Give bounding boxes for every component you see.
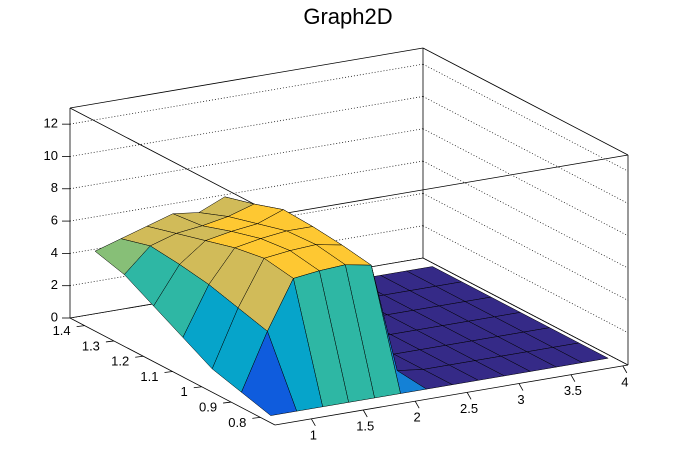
y-tick bbox=[105, 340, 114, 343]
z-tick-label: 4 bbox=[51, 245, 58, 260]
y-tick bbox=[193, 386, 202, 389]
z-tick-label: 8 bbox=[51, 180, 58, 195]
y-tick-label: 0.8 bbox=[228, 415, 246, 430]
x-tick bbox=[570, 374, 576, 382]
box-edge bbox=[69, 107, 276, 216]
chart-title: Graph2D bbox=[303, 4, 392, 29]
grid-line bbox=[422, 225, 629, 334]
box-edge bbox=[422, 47, 629, 156]
x-axis bbox=[274, 364, 629, 426]
x-tick-label: 2 bbox=[414, 410, 421, 425]
grid-line bbox=[422, 128, 629, 237]
z-tick-label: 0 bbox=[51, 309, 58, 324]
grid-line bbox=[422, 193, 629, 301]
y-tick-label: 1.2 bbox=[111, 354, 129, 369]
y-tick bbox=[223, 401, 232, 404]
surface-cell bbox=[241, 330, 298, 416]
x-tick-label: 4 bbox=[621, 374, 628, 389]
x-tick-label: 1 bbox=[310, 427, 317, 442]
x-tick bbox=[466, 392, 472, 400]
z-tick-label: 12 bbox=[44, 116, 58, 131]
box-edge bbox=[69, 47, 424, 109]
x-tick-label: 1.5 bbox=[356, 418, 374, 433]
y-tick-label: 1 bbox=[181, 384, 188, 399]
x-tick-label: 3.5 bbox=[564, 383, 582, 398]
x-tick bbox=[518, 383, 524, 391]
x-tick bbox=[362, 409, 368, 418]
x-tick bbox=[310, 418, 316, 427]
grid-line bbox=[422, 257, 629, 366]
y-tick-label: 1.1 bbox=[140, 369, 158, 384]
y-tick bbox=[164, 371, 173, 373]
grid-line bbox=[422, 96, 629, 204]
z-tick-label: 10 bbox=[44, 148, 58, 163]
z-tick-label: 2 bbox=[51, 277, 58, 292]
z-tick-label: 6 bbox=[51, 213, 58, 228]
y-tick bbox=[76, 325, 85, 328]
y-tick bbox=[252, 416, 261, 419]
y-tick-label: 0.9 bbox=[199, 400, 217, 415]
y-tick-label: 1.4 bbox=[53, 323, 71, 338]
y-tick bbox=[135, 355, 144, 358]
x-tick bbox=[414, 400, 420, 409]
grid-line bbox=[422, 160, 629, 269]
box-edge bbox=[274, 154, 629, 216]
x-tick bbox=[622, 365, 628, 374]
x-tick-label: 2.5 bbox=[460, 401, 478, 416]
x-tick-label: 3 bbox=[517, 392, 524, 407]
grid-line bbox=[422, 63, 629, 172]
y-tick-label: 1.3 bbox=[82, 338, 100, 353]
